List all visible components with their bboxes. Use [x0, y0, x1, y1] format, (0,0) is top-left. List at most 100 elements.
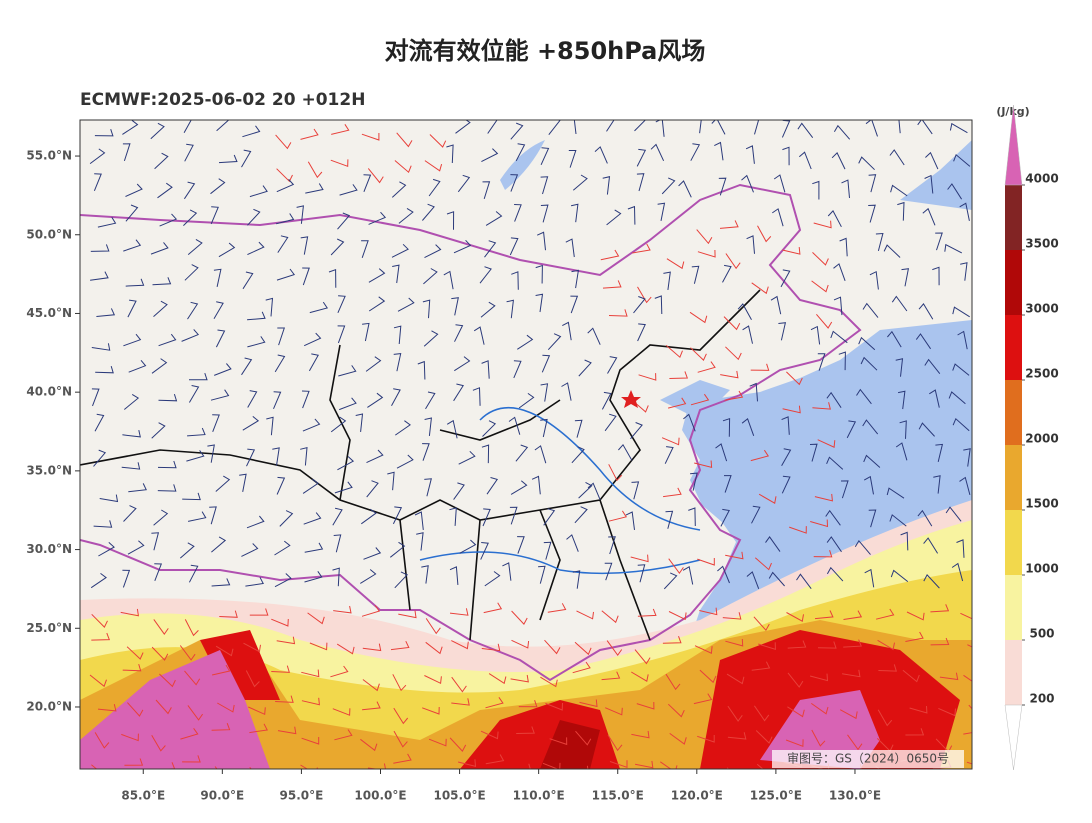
wind-barb	[487, 120, 498, 134]
wind-barb	[922, 207, 936, 226]
wind-barb	[817, 641, 837, 649]
wind-barb	[509, 506, 518, 525]
wind-barb	[667, 703, 685, 718]
wind-barb	[246, 448, 256, 467]
wind-barb	[453, 383, 464, 402]
lat-tick-label: 20.0°N	[26, 699, 72, 713]
wind-barb	[668, 558, 684, 575]
wind-barb	[665, 345, 683, 359]
wind-barb	[602, 176, 611, 195]
wind-barb	[811, 702, 829, 715]
wind-barb	[91, 632, 111, 641]
wind-barb	[813, 550, 833, 558]
wind-barb	[338, 365, 357, 377]
lon-tick-label: 95.0°E	[280, 789, 324, 803]
wind-barb	[307, 612, 325, 625]
wind-barb	[811, 729, 826, 747]
wind-barb	[214, 363, 232, 376]
wind-barb	[366, 480, 379, 498]
wind-barb	[184, 143, 194, 162]
wind-barb	[91, 343, 111, 351]
wind-barb	[699, 669, 717, 684]
wind-barb	[184, 264, 199, 281]
wind-barb	[120, 608, 139, 617]
wind-barb	[212, 414, 220, 432]
wind-barb	[809, 443, 818, 462]
wind-barb	[895, 358, 904, 377]
wind-barb	[276, 268, 296, 281]
wind-barb	[334, 481, 353, 494]
wind-barb	[355, 413, 364, 432]
wind-barb	[826, 391, 842, 408]
lat-tick-label: 35.0°N	[26, 463, 72, 477]
wind-barb	[89, 148, 106, 165]
wind-barb	[393, 730, 408, 748]
wind-barb	[929, 389, 940, 408]
colorbar-tick-label: 500	[1029, 627, 1054, 641]
wind-barb	[97, 216, 117, 228]
colorbar-tick-label: 4000	[1025, 172, 1058, 186]
wind-barb	[425, 770, 442, 779]
wind-barb	[123, 333, 142, 347]
wind-barb	[423, 268, 438, 285]
wind-barb	[963, 732, 972, 735]
wind-barb	[846, 420, 857, 439]
wind-barb	[188, 564, 199, 583]
wind-barb	[510, 122, 524, 140]
title: 对流有效位能 +850hPa风场	[385, 37, 706, 65]
wind-barb	[543, 541, 552, 560]
wind-barb	[661, 177, 676, 195]
wind-barb	[540, 204, 549, 223]
colorbar-segment	[1005, 445, 1022, 510]
wind-barb	[422, 443, 430, 461]
wind-barb	[741, 174, 754, 193]
wind-barb	[393, 325, 402, 345]
wind-barb	[300, 446, 308, 466]
wind-barb	[389, 541, 406, 558]
wind-barb	[361, 605, 381, 617]
wind-barb	[332, 507, 343, 526]
wind-barb	[213, 301, 224, 319]
wind-barb	[506, 299, 514, 319]
wind-barb	[187, 511, 207, 522]
wind-barb	[277, 726, 297, 735]
wind-barb	[485, 211, 503, 226]
wind-barb	[918, 422, 935, 437]
wind-barb	[727, 732, 747, 740]
wind-barb	[868, 204, 876, 223]
wind-barb	[864, 568, 875, 588]
wind-barb	[422, 299, 431, 319]
wind-barb	[246, 515, 265, 529]
wind-barb	[944, 243, 963, 254]
colorbar-segment	[1005, 250, 1022, 315]
wind-barb	[578, 359, 592, 377]
wind-barb	[157, 182, 173, 199]
wind-barb	[787, 706, 805, 718]
wind-barb	[274, 354, 286, 373]
wind-barb	[843, 610, 863, 620]
wind-barb	[398, 610, 417, 619]
wind-barb	[300, 764, 318, 769]
wind-barb	[457, 174, 471, 193]
wind-barb	[565, 238, 575, 258]
wind-barb	[897, 390, 906, 410]
colorbar-segment	[1005, 575, 1022, 640]
wind-barb	[540, 176, 549, 195]
wind-barb	[211, 578, 231, 587]
wind-barb	[865, 120, 878, 137]
wind-barb	[248, 706, 266, 716]
wind-barb	[637, 564, 646, 583]
wind-barb	[337, 295, 346, 313]
wind-barb	[782, 247, 801, 255]
wind-barb	[746, 571, 760, 589]
wind-barb	[215, 329, 226, 348]
wind-barb	[517, 334, 534, 350]
wind-barb	[481, 444, 490, 464]
wind-barb	[868, 509, 877, 528]
wind-barb	[511, 610, 528, 625]
wind-barb	[296, 205, 304, 224]
wind-barb	[756, 763, 764, 769]
wind-barb	[932, 266, 940, 286]
wind-barb	[918, 303, 934, 320]
